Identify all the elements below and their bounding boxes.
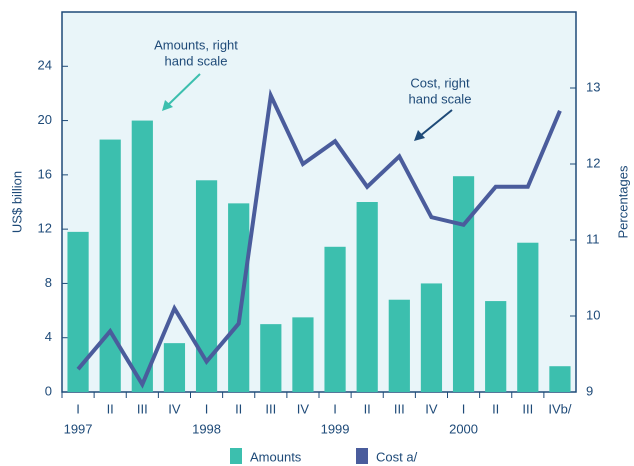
annotation: hand scale — [165, 53, 228, 68]
x-tick-label: I — [462, 401, 466, 416]
x-tick-label: II — [235, 401, 242, 416]
x-tick-label: IV — [168, 401, 181, 416]
y-tick-label: 0 — [45, 383, 52, 398]
arrow — [419, 109, 453, 137]
bar — [420, 283, 443, 392]
x-tick-label: II — [492, 401, 499, 416]
legend-swatch — [230, 448, 242, 464]
y-axis-label: US$ billion — [9, 171, 24, 233]
bar — [549, 366, 571, 392]
bar — [485, 301, 507, 392]
x-tick-label: II — [364, 401, 371, 416]
y-tick-label: 20 — [38, 112, 52, 127]
y-tick-label: 4 — [45, 329, 52, 344]
bar — [99, 139, 121, 392]
x-tick-label: III — [137, 401, 148, 416]
x-tick-label: IVb/ — [548, 401, 572, 416]
bar — [67, 231, 89, 392]
x-tick-label: I — [205, 401, 209, 416]
y-tick-label: 24 — [38, 58, 52, 73]
y-tick-label: 16 — [38, 166, 52, 181]
y2-tick-label: 10 — [586, 307, 600, 322]
bar — [517, 242, 539, 392]
line — [76, 88, 562, 389]
y2-tick-label: 11 — [586, 231, 600, 246]
bar — [195, 180, 218, 392]
year-label: 1998 — [192, 421, 221, 436]
y-tick-label: 12 — [38, 221, 52, 236]
annotation: Amounts, right — [154, 37, 238, 52]
bar — [388, 299, 410, 392]
x-tick-label: IV — [425, 401, 438, 416]
x-tick-label: I — [333, 401, 337, 416]
year-label: 2000 — [449, 421, 478, 436]
y2-axis-label: Percentages — [615, 165, 630, 238]
x-tick-label: III — [265, 401, 276, 416]
x-tick-label: I — [76, 401, 80, 416]
arrowhead — [162, 100, 173, 111]
x-tick-label: II — [107, 401, 114, 416]
bar — [163, 343, 186, 392]
bar — [452, 176, 475, 392]
legend-label: Cost a/ — [376, 449, 418, 464]
bar — [260, 324, 282, 392]
x-tick-label: III — [394, 401, 405, 416]
legend-label: Amounts — [250, 449, 302, 464]
annotation: hand scale — [409, 91, 472, 106]
y2-tick-label: 9 — [586, 383, 593, 398]
arrow — [167, 73, 201, 106]
legend-swatch — [356, 448, 368, 464]
y-tick-label: 8 — [45, 275, 52, 290]
bar — [356, 202, 378, 392]
arrowhead — [414, 130, 425, 141]
x-tick-label: III — [522, 401, 533, 416]
bar — [292, 317, 314, 392]
bar — [324, 246, 346, 392]
y2-tick-label: 13 — [586, 79, 600, 94]
annotation: Cost, right — [410, 75, 470, 90]
year-label: 1999 — [321, 421, 350, 436]
x-tick-label: IV — [297, 401, 310, 416]
bar — [228, 203, 250, 392]
y2-tick-label: 12 — [586, 155, 600, 170]
bar — [131, 120, 153, 393]
year-label: 1997 — [64, 421, 93, 436]
